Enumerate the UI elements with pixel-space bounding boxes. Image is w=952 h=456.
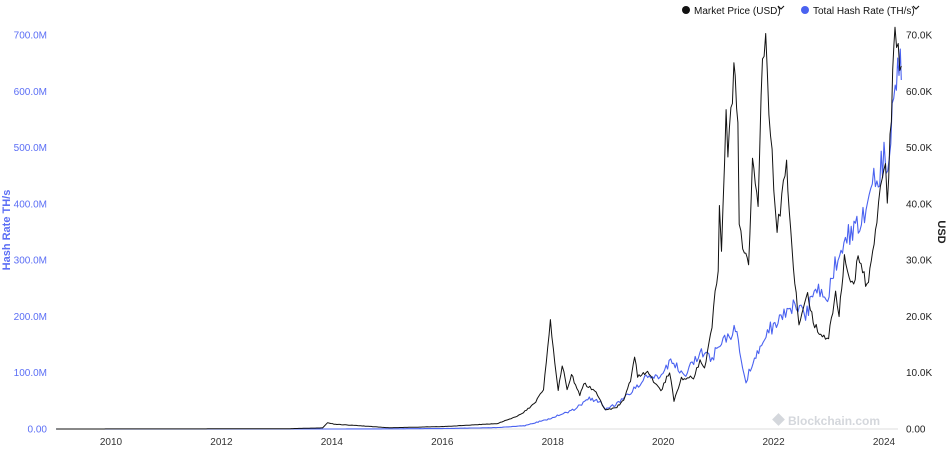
legend-item-hashrate[interactable]: Total Hash Rate (TH/s)	[801, 5, 920, 17]
x-tick-label: 2012	[210, 437, 233, 448]
series-layer	[56, 26, 902, 430]
left-tick-label: 700.0M	[14, 31, 47, 42]
left-tick-label: 600.0M	[14, 87, 47, 98]
x-tick-label: 2016	[431, 437, 454, 448]
x-tick-label: 2014	[321, 437, 344, 448]
legend-label-hashrate: Total Hash Rate (TH/s)	[813, 6, 915, 17]
legend-label-price: Market Price (USD)	[694, 6, 781, 17]
left-tick-label: 400.0M	[14, 199, 47, 210]
chevron-down-icon[interactable]	[777, 5, 785, 10]
series-line-price	[56, 26, 902, 430]
left-tick-label: 300.0M	[14, 256, 47, 267]
right-tick-label: 20.0K	[906, 312, 932, 323]
right-tick-label: 60.0K	[906, 87, 932, 98]
right-tick-label: 40.0K	[906, 199, 932, 210]
series-line-hashrate	[56, 48, 902, 430]
x-tick-label: 2010	[100, 437, 123, 448]
x-axis-ticks: 2010 2012 2014 2016 2018 2020 2022 2024	[100, 437, 896, 448]
right-axis-title: USD	[935, 220, 947, 243]
right-axis-ticks: 0.00 10.0K 20.0K 30.0K 40.0K 50.0K 60.0K 70.0K	[906, 31, 932, 436]
x-tick-label: 2020	[652, 437, 675, 448]
chevron-down-icon[interactable]	[912, 5, 920, 10]
x-tick-label: 2022	[762, 437, 785, 448]
right-tick-label: 10.0K	[906, 368, 932, 379]
left-tick-label: 200.0M	[14, 312, 47, 323]
left-axis-title: Hash Rate TH/s	[1, 190, 13, 271]
left-axis-ticks: 0.00 100.0M 200.0M 300.0M 400.0M 500.0M 600.0M…	[14, 31, 48, 436]
x-tick-label: 2018	[542, 437, 565, 448]
left-tick-label: 100.0M	[14, 368, 47, 379]
right-tick-label: 70.0K	[906, 31, 932, 42]
right-tick-label: 0.00	[906, 425, 926, 436]
right-tick-label: 30.0K	[906, 256, 932, 267]
left-tick-label: 0.00	[28, 425, 48, 436]
x-tick-label: 2024	[873, 437, 896, 448]
price-legend-dot	[682, 6, 690, 14]
legend-item-price[interactable]: Market Price (USD)	[682, 5, 785, 17]
blockchain-logo-icon	[772, 413, 785, 426]
hashrate-legend-dot	[801, 6, 809, 14]
legend[interactable]: Market Price (USD) Total Hash Rate (TH/s…	[682, 5, 920, 17]
watermark: Blockchain.com	[772, 413, 880, 428]
watermark-text: Blockchain.com	[788, 414, 880, 428]
left-tick-label: 500.0M	[14, 143, 47, 154]
right-tick-label: 50.0K	[906, 143, 932, 154]
